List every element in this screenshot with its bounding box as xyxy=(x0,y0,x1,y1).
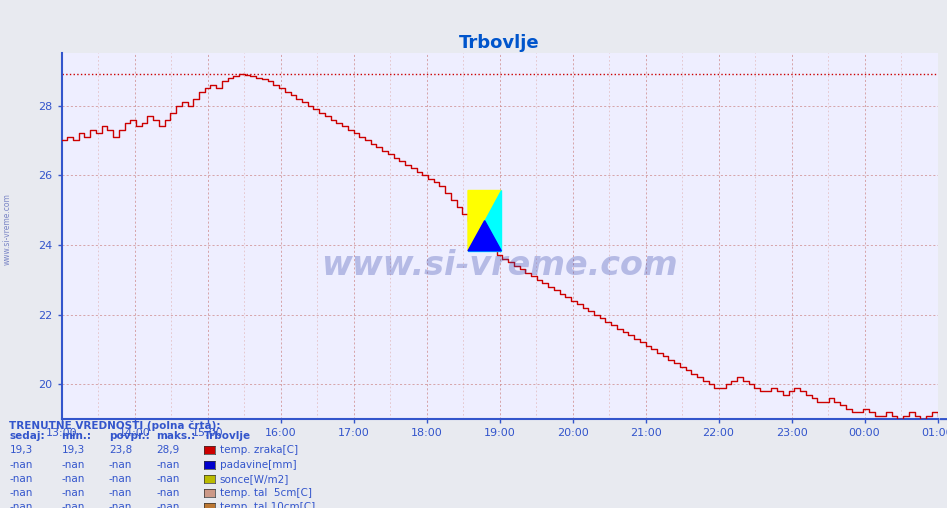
Text: 28,9: 28,9 xyxy=(156,446,180,456)
Text: -nan: -nan xyxy=(156,502,180,508)
Text: -nan: -nan xyxy=(9,474,33,484)
Polygon shape xyxy=(468,190,501,251)
Text: Trbovlje: Trbovlje xyxy=(204,431,251,441)
Title: Trbovlje: Trbovlje xyxy=(459,34,540,52)
Text: 19,3: 19,3 xyxy=(9,446,33,456)
Text: -nan: -nan xyxy=(109,488,133,498)
Text: -nan: -nan xyxy=(156,488,180,498)
Text: 19,3: 19,3 xyxy=(62,446,85,456)
Polygon shape xyxy=(468,190,501,251)
Text: -nan: -nan xyxy=(156,460,180,470)
Text: TRENUTNE VREDNOSTI (polna črta):: TRENUTNE VREDNOSTI (polna črta): xyxy=(9,421,221,431)
Text: povpr.:: povpr.: xyxy=(109,431,150,441)
Text: -nan: -nan xyxy=(156,474,180,484)
Text: -nan: -nan xyxy=(9,488,33,498)
Text: temp. tal  5cm[C]: temp. tal 5cm[C] xyxy=(220,488,312,498)
Text: padavine[mm]: padavine[mm] xyxy=(220,460,296,470)
Text: -nan: -nan xyxy=(9,460,33,470)
Text: min.:: min.: xyxy=(62,431,92,441)
Text: -nan: -nan xyxy=(62,474,85,484)
Text: -nan: -nan xyxy=(62,460,85,470)
Text: -nan: -nan xyxy=(109,474,133,484)
Text: temp. tal 10cm[C]: temp. tal 10cm[C] xyxy=(220,502,315,508)
Polygon shape xyxy=(468,220,501,251)
Text: sonce[W/m2]: sonce[W/m2] xyxy=(220,474,289,484)
Text: -nan: -nan xyxy=(62,502,85,508)
Text: -nan: -nan xyxy=(62,488,85,498)
Text: 23,8: 23,8 xyxy=(109,446,133,456)
Text: www.si-vreme.com: www.si-vreme.com xyxy=(321,249,678,282)
Text: -nan: -nan xyxy=(9,502,33,508)
Text: -nan: -nan xyxy=(109,460,133,470)
Text: -nan: -nan xyxy=(109,502,133,508)
Text: sedaj:: sedaj: xyxy=(9,431,45,441)
Text: temp. zraka[C]: temp. zraka[C] xyxy=(220,446,297,456)
Text: www.si-vreme.com: www.si-vreme.com xyxy=(3,193,12,265)
Text: maks.:: maks.: xyxy=(156,431,195,441)
